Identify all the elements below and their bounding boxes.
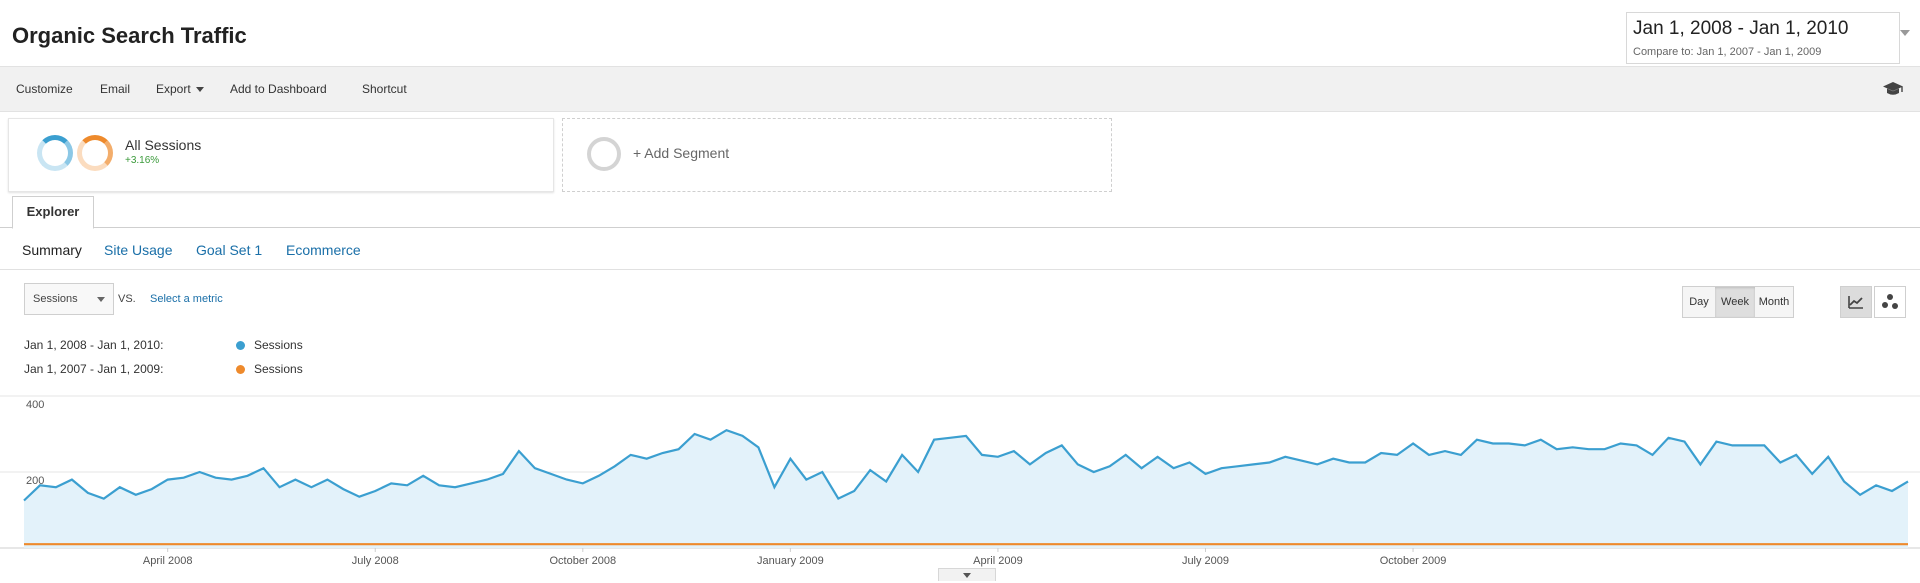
export-button[interactable]: Export [156,82,204,96]
vs-label: VS. [118,293,136,305]
motion-chart-view-button[interactable] [1874,286,1906,318]
add-to-dashboard-button[interactable]: Add to Dashboard [230,82,327,96]
x-tick-label: July 2009 [1182,555,1229,567]
metric-dropdown-label: Sessions [33,293,78,305]
graduation-cap-icon[interactable] [1882,81,1904,97]
subtab-summary[interactable]: Summary [22,242,82,258]
segment-percentage: +3.16% [125,155,160,166]
tabbar-divider [0,227,1920,228]
subtab-site-usage[interactable]: Site Usage [104,242,173,258]
legend-dot-icon [236,341,245,350]
sessions-area [24,430,1908,548]
tab-explorer[interactable]: Explorer [12,196,94,229]
line-chart-view-button[interactable] [1840,286,1872,318]
select-metric-link[interactable]: Select a metric [150,293,223,305]
date-range-compare: Compare to: Jan 1, 2007 - Jan 1, 2009 [1633,46,1822,58]
line-chart-icon [1848,296,1863,309]
export-label: Export [156,82,191,96]
customize-button[interactable]: Customize [16,82,73,96]
x-tick-label: April 2008 [143,555,193,567]
email-button[interactable]: Email [100,82,131,96]
segment-compare-ring-icon [77,135,113,171]
chevron-down-icon [97,297,105,302]
series-line-primary [23,428,1909,502]
add-segment-button[interactable]: + Add Segment [562,118,1112,192]
subtab-divider [0,269,1920,270]
segment-name: All Sessions [125,137,202,153]
granularity-month-button[interactable]: Month [1758,296,1790,308]
legend-dot-icon [236,365,245,374]
legend-range-primary: Jan 1, 2008 - Jan 1, 2010: [24,338,164,352]
segment-all-sessions[interactable]: All Sessions +3.16% [8,118,554,192]
x-tick-label: October 2009 [1380,555,1447,567]
subtab-goal-set-1[interactable]: Goal Set 1 [196,242,263,258]
granularity-toggle: Day Week Month [1682,286,1794,318]
granularity-day-button[interactable]: Day [1689,296,1709,308]
chevron-down-icon [195,87,204,93]
legend-metric-compare: Sessions [254,362,303,376]
page-title: Organic Search Traffic [12,23,247,48]
granularity-week-button[interactable]: Week [1715,287,1755,317]
motion-chart-icon [1882,294,1898,309]
chart-collapse-handle[interactable] [938,568,996,581]
x-tick-label: July 2008 [352,555,399,567]
x-tick-label: January 2009 [757,555,824,567]
chevron-down-icon [963,573,971,578]
metric-dropdown[interactable]: Sessions [24,283,114,315]
x-tick-label: April 2009 [973,555,1023,567]
report-toolbar: Customize Email Export Add to Dashboard … [0,66,1920,112]
x-tick-label: October 2008 [549,555,616,567]
add-segment-label: + Add Segment [633,145,730,161]
sessions-line-chart: 400 200 April 2008 July 2008 October 2008 Jan… [0,395,1920,567]
y-tick-label: 200 [26,475,44,487]
segment-ring-icon [37,135,73,171]
legend-metric-primary: Sessions [254,338,303,352]
date-range-main: Jan 1, 2008 - Jan 1, 2010 [1633,18,1849,39]
add-segment-ring-icon [587,137,621,171]
shortcut-button[interactable]: Shortcut [362,82,407,96]
legend-range-compare: Jan 1, 2007 - Jan 1, 2009: [24,362,164,376]
page-header: Organic Search Traffic [0,0,1920,66]
date-dropdown-icon[interactable] [1900,30,1910,36]
date-range-picker[interactable]: Jan 1, 2008 - Jan 1, 2010 Compare to: Ja… [1626,12,1900,64]
subtab-ecommerce[interactable]: Ecommerce [286,242,361,258]
y-tick-label: 400 [26,399,44,411]
